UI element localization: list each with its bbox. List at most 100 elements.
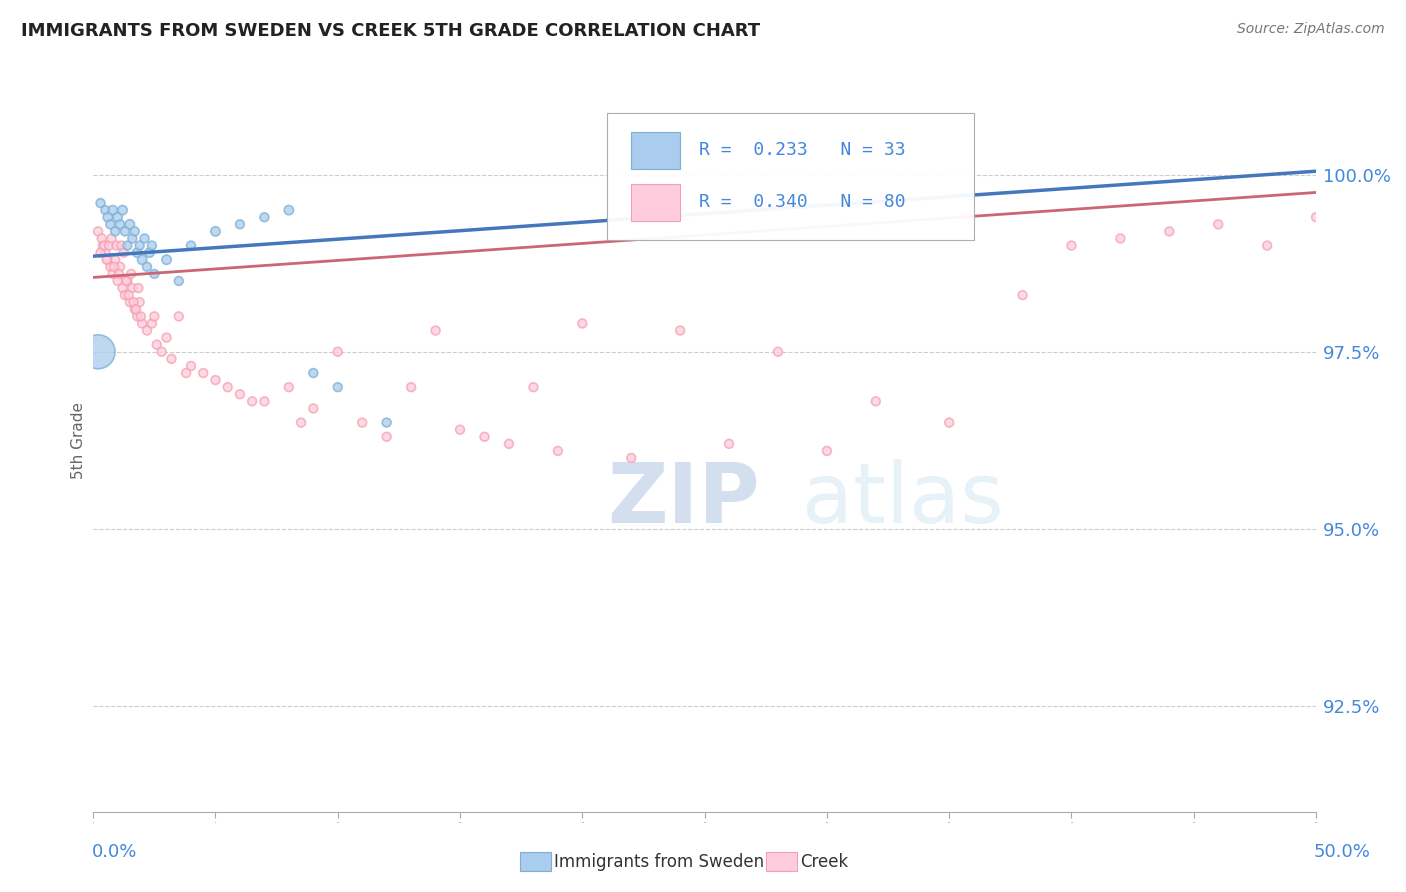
Point [938,416,960,430]
Point [302,366,325,380]
Point [155,330,177,344]
Point [253,394,276,409]
Point [217,380,239,394]
Point [302,401,325,416]
Point [110,238,132,252]
Point [141,317,163,331]
Point [98,238,121,252]
Point [240,394,263,409]
Point [117,238,139,252]
Text: Source: ZipAtlas.com: Source: ZipAtlas.com [1237,22,1385,37]
Point [127,310,149,324]
Point [143,310,166,324]
Point [98,217,121,231]
Point [277,203,299,218]
Point [815,444,838,458]
Point [180,359,202,373]
Point [127,281,149,295]
Point [122,295,145,310]
Point [449,423,471,437]
Point [108,267,131,281]
Point [180,238,202,252]
Bar [631,132,681,169]
Point [94,203,117,218]
Point [146,337,169,351]
Point [277,380,299,394]
Point [1011,288,1033,302]
Point [571,317,593,331]
Point [1060,238,1083,252]
Point [620,450,643,465]
Point [253,211,276,225]
Point [89,196,111,211]
Point [108,260,131,274]
Point [547,444,569,458]
Point [89,245,111,260]
Text: ZIP: ZIP [607,459,759,541]
Point [204,224,226,238]
Point [290,416,312,430]
Bar [631,184,681,221]
Point [474,430,496,444]
Point [87,224,110,238]
Point [167,310,190,324]
Point [101,267,124,281]
Point [125,302,148,317]
Point [718,437,741,451]
Point [90,231,112,245]
Point [94,245,117,260]
Point [120,267,142,281]
Point [107,274,129,288]
Point [129,310,152,324]
Point [103,260,125,274]
Point [174,366,197,380]
Point [865,394,887,409]
Point [204,373,226,387]
Point [128,295,150,310]
Text: atlas: atlas [803,459,1004,541]
Y-axis label: 5th Grade: 5th Grade [72,401,86,479]
Point [121,231,143,245]
Point [193,366,215,380]
Point [97,252,120,267]
Point [101,203,124,218]
Point [114,288,136,302]
Point [766,344,789,359]
Point [97,211,120,225]
Point [111,281,134,295]
Point [117,274,139,288]
Point [118,295,141,310]
Text: 50.0%: 50.0% [1315,843,1371,861]
FancyBboxPatch shape [607,113,973,240]
Point [155,252,177,267]
Point [375,430,398,444]
Point [112,245,135,260]
Text: Creek: Creek [800,853,848,871]
Point [104,224,127,238]
Point [128,238,150,252]
Point [100,231,122,245]
Point [669,324,692,338]
Point [229,387,252,401]
Point [143,267,166,281]
Point [375,416,398,430]
Point [111,203,134,218]
Point [229,217,252,231]
Point [118,217,141,231]
Point [425,324,447,338]
Point [131,317,153,331]
Point [522,380,544,394]
Point [1206,217,1229,231]
Point [136,260,159,274]
Point [96,252,118,267]
Text: Immigrants from Sweden: Immigrants from Sweden [554,853,763,871]
Point [138,245,160,260]
Point [160,351,183,366]
Point [136,324,159,338]
Point [104,252,127,267]
Point [98,260,121,274]
Point [134,231,156,245]
Point [399,380,422,394]
Point [107,211,129,225]
Text: 0.0%: 0.0% [91,843,136,861]
